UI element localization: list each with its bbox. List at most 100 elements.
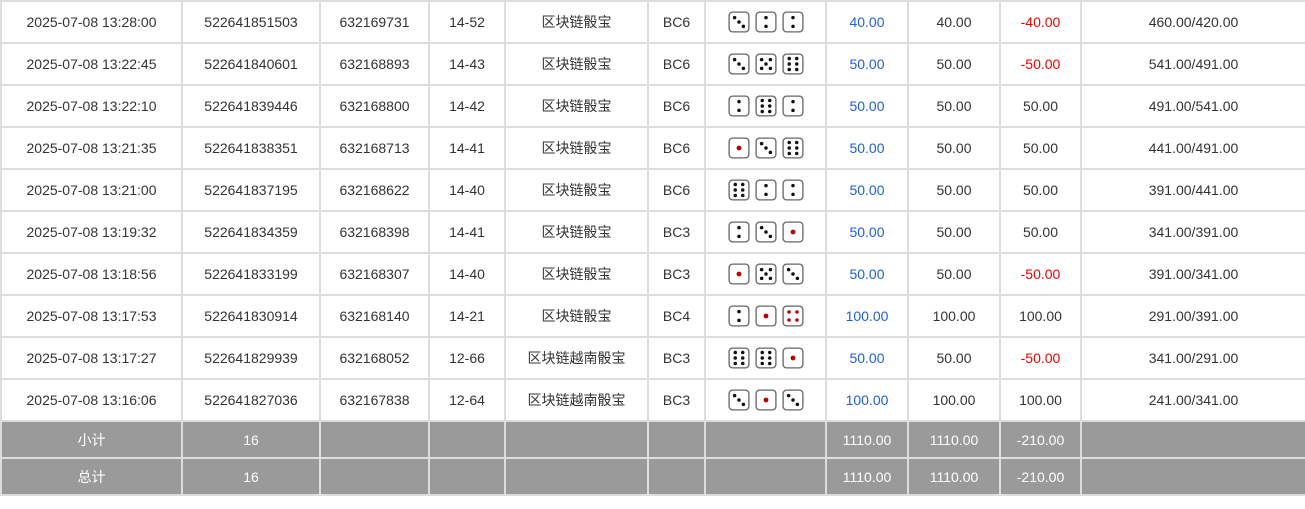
total-row: 总计 16 1110.00 1110.00 -210.00 bbox=[0, 457, 1305, 496]
total-valid: 1110.00 bbox=[907, 457, 1001, 496]
cell-amount: 50.00 bbox=[825, 336, 909, 380]
subtotal-valid: 1110.00 bbox=[907, 420, 1001, 459]
cell-balance: 291.00/391.00 bbox=[1080, 294, 1305, 338]
die-2-icon bbox=[754, 11, 777, 33]
table-row: 2025-07-08 13:21:00 522641837195 632168622… bbox=[0, 168, 1305, 212]
die-6-icon bbox=[754, 95, 777, 117]
cell-bet: BC6 bbox=[647, 168, 706, 212]
cell-dice bbox=[704, 0, 827, 44]
die-3-icon bbox=[727, 11, 750, 33]
subtotal-label: 小计 bbox=[0, 420, 183, 459]
cell-time: 2025-07-08 13:17:27 bbox=[0, 336, 183, 380]
cell-id: 522641829939 bbox=[181, 336, 321, 380]
cell-amount: 40.00 bbox=[825, 0, 909, 44]
cell-dice bbox=[704, 210, 827, 254]
die-3-icon bbox=[781, 389, 804, 411]
cell-win: 50.00 bbox=[999, 210, 1082, 254]
cell-id: 522641840601 bbox=[181, 42, 321, 86]
cell-amount: 50.00 bbox=[825, 252, 909, 296]
die-3-icon bbox=[727, 53, 750, 75]
cell-amount: 50.00 bbox=[825, 168, 909, 212]
cell-issue: 632168800 bbox=[319, 84, 430, 128]
cell-win: -50.00 bbox=[999, 252, 1082, 296]
cell-valid: 100.00 bbox=[907, 294, 1001, 338]
cell-amount: 100.00 bbox=[825, 294, 909, 338]
cell-code: 12-66 bbox=[428, 336, 506, 380]
die-3-icon bbox=[727, 389, 750, 411]
table-row: 2025-07-08 13:19:32 522641834359 632168398… bbox=[0, 210, 1305, 254]
cell-win: 100.00 bbox=[999, 378, 1082, 422]
cell-amount: 100.00 bbox=[825, 378, 909, 422]
cell-id: 522641838351 bbox=[181, 126, 321, 170]
cell-bet: BC3 bbox=[647, 252, 706, 296]
cell-id: 522641830914 bbox=[181, 294, 321, 338]
cell-dice bbox=[704, 126, 827, 170]
cell-issue: 632169731 bbox=[319, 0, 430, 44]
cell-valid: 50.00 bbox=[907, 42, 1001, 86]
cell-bet: BC6 bbox=[647, 126, 706, 170]
cell-amount: 50.00 bbox=[825, 84, 909, 128]
die-1-icon bbox=[781, 347, 804, 369]
cell-time: 2025-07-08 13:17:53 bbox=[0, 294, 183, 338]
table-row: 2025-07-08 13:28:00 522641851503 632169731… bbox=[0, 0, 1305, 44]
die-1-icon bbox=[754, 389, 777, 411]
cell-id: 522641851503 bbox=[181, 0, 321, 44]
cell-win: -50.00 bbox=[999, 336, 1082, 380]
cell-amount: 50.00 bbox=[825, 210, 909, 254]
cell-id: 522641834359 bbox=[181, 210, 321, 254]
cell-issue: 632168140 bbox=[319, 294, 430, 338]
cell-code: 12-64 bbox=[428, 378, 506, 422]
die-6-icon bbox=[727, 347, 750, 369]
cell-amount: 50.00 bbox=[825, 126, 909, 170]
die-3-icon bbox=[754, 137, 777, 159]
cell-game: 区块链骰宝 bbox=[504, 252, 649, 296]
cell-id: 522641837195 bbox=[181, 168, 321, 212]
cell-bet: BC4 bbox=[647, 294, 706, 338]
cell-valid: 50.00 bbox=[907, 252, 1001, 296]
cell-valid: 50.00 bbox=[907, 84, 1001, 128]
cell-win: -40.00 bbox=[999, 0, 1082, 44]
table-row: 2025-07-08 13:22:45 522641840601 632168893… bbox=[0, 42, 1305, 86]
cell-code: 14-42 bbox=[428, 84, 506, 128]
cell-balance: 241.00/341.00 bbox=[1080, 378, 1305, 422]
die-2-icon bbox=[781, 179, 804, 201]
subtotal-count: 16 bbox=[181, 420, 321, 459]
die-6-icon bbox=[781, 53, 804, 75]
total-label: 总计 bbox=[0, 457, 183, 496]
cell-balance: 491.00/541.00 bbox=[1080, 84, 1305, 128]
die-2-icon bbox=[781, 11, 804, 33]
bet-records-table: 2025-07-08 13:28:00 522641851503 632169731… bbox=[0, 0, 1305, 496]
cell-bet: BC6 bbox=[647, 42, 706, 86]
die-1-icon bbox=[781, 221, 804, 243]
cell-issue: 632168052 bbox=[319, 336, 430, 380]
cell-balance: 460.00/420.00 bbox=[1080, 0, 1305, 44]
die-1-icon bbox=[727, 263, 750, 285]
die-6-icon bbox=[781, 137, 804, 159]
cell-time: 2025-07-08 13:22:45 bbox=[0, 42, 183, 86]
die-2-icon bbox=[754, 179, 777, 201]
table-row: 2025-07-08 13:17:27 522641829939 632168052… bbox=[0, 336, 1305, 380]
cell-issue: 632168713 bbox=[319, 126, 430, 170]
cell-game: 区块链骰宝 bbox=[504, 126, 649, 170]
cell-valid: 40.00 bbox=[907, 0, 1001, 44]
cell-issue: 632168398 bbox=[319, 210, 430, 254]
cell-dice bbox=[704, 84, 827, 128]
cell-win: -50.00 bbox=[999, 42, 1082, 86]
table-row: 2025-07-08 13:17:53 522641830914 632168140… bbox=[0, 294, 1305, 338]
table-row: 2025-07-08 13:22:10 522641839446 632168800… bbox=[0, 84, 1305, 128]
cell-valid: 50.00 bbox=[907, 126, 1001, 170]
cell-time: 2025-07-08 13:28:00 bbox=[0, 0, 183, 44]
cell-dice bbox=[704, 168, 827, 212]
cell-game: 区块链骰宝 bbox=[504, 168, 649, 212]
cell-time: 2025-07-08 13:22:10 bbox=[0, 84, 183, 128]
cell-balance: 341.00/391.00 bbox=[1080, 210, 1305, 254]
cell-valid: 50.00 bbox=[907, 336, 1001, 380]
total-amount: 1110.00 bbox=[825, 457, 909, 496]
cell-time: 2025-07-08 13:16:06 bbox=[0, 378, 183, 422]
cell-win: 100.00 bbox=[999, 294, 1082, 338]
die-2-icon bbox=[727, 95, 750, 117]
die-5-icon bbox=[754, 53, 777, 75]
cell-code: 14-52 bbox=[428, 0, 506, 44]
subtotal-amount: 1110.00 bbox=[825, 420, 909, 459]
cell-time: 2025-07-08 13:21:00 bbox=[0, 168, 183, 212]
